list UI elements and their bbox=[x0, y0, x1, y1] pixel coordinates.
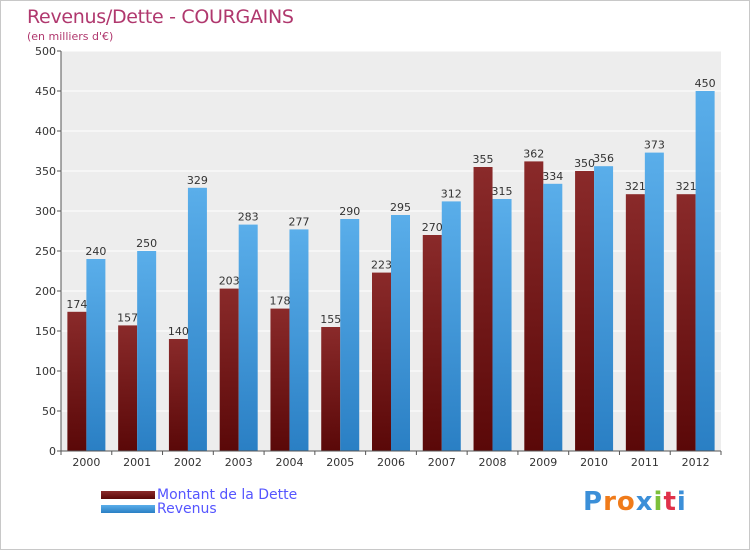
data-label: 350 bbox=[574, 157, 595, 170]
legend-swatch-debt bbox=[101, 491, 155, 499]
legend-item-debt: Montant de la Dette bbox=[101, 487, 361, 503]
x-tick-label: 2003 bbox=[225, 456, 253, 469]
data-label: 250 bbox=[136, 237, 157, 250]
data-label: 140 bbox=[168, 325, 189, 338]
data-label: 157 bbox=[117, 311, 138, 324]
legend-item-revenus: Revenus bbox=[101, 501, 361, 517]
data-label: 373 bbox=[644, 139, 665, 152]
x-tick-label: 2008 bbox=[479, 456, 507, 469]
logo-letter: t bbox=[663, 487, 677, 517]
data-label: 334 bbox=[542, 170, 563, 183]
data-label: 277 bbox=[288, 215, 309, 228]
bar-debt bbox=[270, 308, 290, 451]
y-tick-label: 350 bbox=[35, 165, 56, 178]
data-label: 174 bbox=[66, 298, 87, 311]
proxiti-logo: Proxiti bbox=[583, 487, 687, 517]
bar-revenus bbox=[187, 187, 207, 452]
bar-revenus bbox=[543, 183, 563, 452]
legend-label-debt: Montant de la Dette bbox=[157, 487, 298, 503]
bar-debt bbox=[575, 171, 595, 451]
bar-debt bbox=[321, 327, 341, 451]
y-tick-label: 250 bbox=[35, 245, 56, 258]
bar-debt bbox=[168, 339, 188, 451]
y-tick-label: 400 bbox=[35, 125, 56, 138]
y-tick-label: 300 bbox=[35, 205, 56, 218]
y-axis: 0 50 100 150 200 250 300 350 400 450 500 bbox=[35, 45, 62, 458]
legend-swatch-revenus bbox=[101, 505, 155, 513]
data-label: 329 bbox=[187, 174, 208, 187]
bar-debt bbox=[219, 288, 239, 451]
data-label: 321 bbox=[625, 180, 646, 193]
bar-revenus bbox=[238, 224, 258, 451]
data-label: 283 bbox=[238, 211, 259, 224]
bar-debt bbox=[118, 325, 138, 451]
x-tick-label: 2006 bbox=[377, 456, 405, 469]
logo-letter: x bbox=[635, 487, 654, 517]
x-tick-label: 2009 bbox=[529, 456, 557, 469]
bar-revenus bbox=[594, 166, 614, 451]
x-tick-label: 2005 bbox=[326, 456, 354, 469]
data-label: 290 bbox=[339, 205, 360, 218]
x-tick-label: 2000 bbox=[72, 456, 100, 469]
data-label: 315 bbox=[492, 185, 513, 198]
logo-letter: i bbox=[676, 487, 687, 517]
data-label: 270 bbox=[422, 221, 443, 234]
data-label: 450 bbox=[695, 77, 716, 90]
x-tick-label: 2007 bbox=[428, 456, 456, 469]
legend-label-revenus: Revenus bbox=[157, 501, 217, 517]
data-label: 155 bbox=[320, 313, 341, 326]
bar-debt bbox=[625, 194, 645, 451]
x-tick-label: 2004 bbox=[275, 456, 303, 469]
bar-revenus bbox=[391, 215, 410, 451]
bar-debt bbox=[676, 194, 696, 451]
x-tick-label: 2001 bbox=[123, 456, 151, 469]
chart-title: Revenus/Dette - COURGAINS bbox=[27, 6, 294, 28]
bar-revenus bbox=[289, 229, 309, 451]
y-tick-label: 0 bbox=[49, 445, 56, 458]
y-tick-label: 50 bbox=[42, 405, 56, 418]
data-label: 178 bbox=[269, 295, 290, 308]
bar-revenus bbox=[441, 201, 461, 451]
y-tick-label: 100 bbox=[35, 365, 56, 378]
data-label: 362 bbox=[523, 147, 544, 160]
x-tick-label: 2011 bbox=[631, 456, 659, 469]
data-label: 203 bbox=[219, 275, 240, 288]
bar-debt bbox=[524, 161, 544, 451]
bar-revenus bbox=[695, 91, 715, 451]
bar-revenus bbox=[86, 259, 106, 451]
bar-debt bbox=[422, 235, 442, 451]
logo-letter: r bbox=[603, 487, 617, 517]
bar-revenus bbox=[492, 199, 512, 451]
bar-revenus bbox=[340, 219, 360, 451]
x-axis: 2000 2001 2002 2003 2004 2005 2006 2007 2008 2009… bbox=[60, 450, 722, 469]
data-labels: 174 240 157 250 140 329 203 283 178 277 155 290 223 2… bbox=[66, 77, 715, 338]
data-label: 295 bbox=[390, 201, 411, 214]
data-label: 223 bbox=[371, 259, 392, 272]
bars bbox=[67, 91, 715, 452]
logo-letter: i bbox=[653, 487, 664, 517]
x-tick-label: 2012 bbox=[682, 456, 710, 469]
chart-subtitle: (en milliers d'€) bbox=[27, 30, 114, 43]
bar-revenus bbox=[644, 152, 664, 451]
data-label: 356 bbox=[593, 152, 614, 165]
y-tick-label: 150 bbox=[35, 325, 56, 338]
x-tick-label: 2002 bbox=[174, 456, 202, 469]
bar-revenus bbox=[137, 251, 157, 451]
bar-debt bbox=[473, 167, 493, 451]
data-label: 355 bbox=[473, 153, 494, 166]
y-tick-label: 200 bbox=[35, 285, 56, 298]
logo-letter: o bbox=[616, 487, 636, 517]
bar-debt bbox=[372, 272, 391, 451]
logo-letter: P bbox=[583, 487, 604, 517]
x-tick-label: 2010 bbox=[580, 456, 608, 469]
bar-debt bbox=[67, 311, 87, 451]
y-tick-label: 500 bbox=[35, 45, 56, 58]
data-label: 321 bbox=[676, 180, 697, 193]
data-label: 312 bbox=[441, 187, 462, 200]
data-label: 240 bbox=[85, 245, 106, 258]
y-tick-label: 450 bbox=[35, 85, 56, 98]
